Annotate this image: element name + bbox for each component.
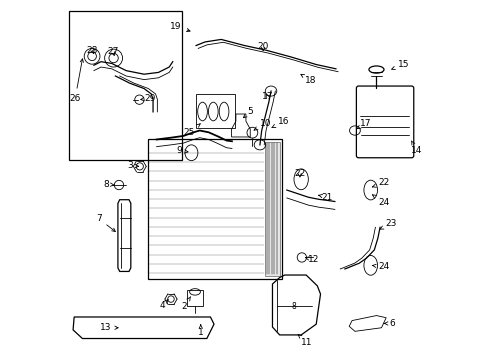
Text: 28: 28 bbox=[87, 46, 98, 55]
Text: 24: 24 bbox=[371, 262, 388, 271]
Text: 3: 3 bbox=[126, 161, 138, 170]
Bar bbox=[264, 141, 280, 276]
Bar bbox=[187, 291, 203, 306]
Text: 8: 8 bbox=[291, 302, 296, 311]
Text: 26: 26 bbox=[69, 59, 83, 103]
Text: 17: 17 bbox=[261, 92, 273, 101]
Text: 13: 13 bbox=[100, 323, 118, 332]
Text: 6: 6 bbox=[383, 319, 395, 328]
Text: 23: 23 bbox=[379, 219, 396, 229]
Text: 27: 27 bbox=[107, 47, 118, 56]
Text: 15: 15 bbox=[391, 60, 408, 69]
Text: 14: 14 bbox=[410, 141, 422, 155]
Text: 2: 2 bbox=[181, 297, 190, 311]
Text: 10: 10 bbox=[254, 119, 270, 130]
Text: 22: 22 bbox=[293, 169, 305, 178]
Text: 17: 17 bbox=[356, 119, 371, 129]
Text: 5: 5 bbox=[243, 107, 253, 118]
Bar bbox=[69, 12, 182, 160]
Bar bbox=[196, 94, 234, 128]
Text: 24: 24 bbox=[372, 195, 388, 207]
Text: 4: 4 bbox=[160, 299, 168, 310]
Bar bbox=[147, 139, 282, 279]
Text: 18: 18 bbox=[300, 75, 316, 85]
Text: 21: 21 bbox=[318, 193, 332, 202]
Text: 1: 1 bbox=[198, 325, 203, 337]
Text: 20: 20 bbox=[257, 42, 268, 51]
Text: 16: 16 bbox=[271, 117, 288, 127]
Text: 11: 11 bbox=[298, 335, 312, 347]
Text: 25: 25 bbox=[183, 124, 200, 137]
Text: 22: 22 bbox=[371, 178, 388, 187]
Text: 12: 12 bbox=[305, 255, 319, 264]
Text: 8: 8 bbox=[103, 180, 114, 189]
Text: 7: 7 bbox=[96, 214, 115, 231]
Text: 29: 29 bbox=[141, 94, 156, 103]
Text: 19: 19 bbox=[170, 22, 190, 32]
Text: 9: 9 bbox=[176, 146, 187, 155]
